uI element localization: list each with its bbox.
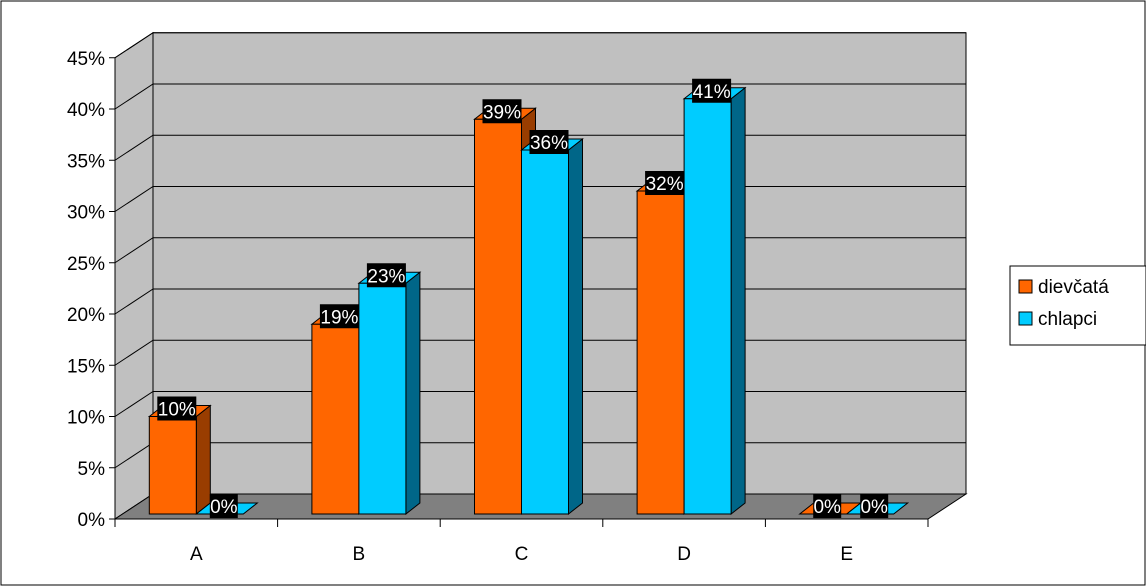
x-category-label: B [353, 544, 366, 565]
legend-label: dievčatá [1038, 277, 1109, 298]
data-label: 0% [813, 494, 842, 518]
data-label: 41% [692, 78, 732, 103]
y-tick-label: 10% [67, 408, 105, 429]
y-tick-label: 15% [67, 356, 105, 377]
axes: 0% 5% 10% 15% 20% 25% 30% 35% 40% 45% A B C D E [67, 49, 929, 565]
svg-text:0%: 0% [813, 497, 841, 518]
data-label: 39% [482, 99, 522, 124]
svg-text:39%: 39% [483, 102, 521, 123]
y-tick-label: 20% [67, 305, 105, 326]
data-label: 32% [645, 171, 685, 195]
data-labels: 10% 0% 19% 23% 39% 36% 32% 41% 0% 0% [157, 78, 889, 518]
svg-text:36%: 36% [530, 133, 568, 154]
legend-swatch [1018, 279, 1033, 294]
legend-label: chlapci [1038, 309, 1097, 330]
data-label: 10% [157, 396, 197, 421]
bar-A-dievcata [147, 404, 212, 516]
legend: dievčatá chlapci [1009, 265, 1146, 346]
svg-text:23%: 23% [367, 266, 405, 287]
legend-box [1009, 265, 1146, 346]
x-category-label: D [677, 544, 691, 565]
bar-D-chlapci [682, 86, 747, 516]
y-tick-label: 5% [78, 459, 106, 480]
svg-text:0%: 0% [860, 497, 888, 518]
svg-text:32%: 32% [646, 174, 684, 195]
svg-text:10%: 10% [158, 400, 196, 421]
x-category-label: E [840, 544, 853, 565]
svg-text:19%: 19% [320, 307, 358, 328]
svg-text:41%: 41% [693, 82, 731, 103]
y-tick-label: 45% [67, 49, 105, 70]
x-category-label: C [515, 544, 529, 565]
data-label: 0% [209, 494, 238, 518]
data-label: 36% [529, 130, 569, 154]
x-category-label: A [190, 544, 203, 565]
data-label: 0% [860, 494, 889, 518]
y-tick-label: 0% [78, 510, 106, 531]
y-tick-label: 35% [67, 151, 105, 172]
data-label: 19% [319, 304, 359, 329]
gridline [114, 32, 966, 59]
y-tick-label: 40% [67, 100, 105, 121]
data-label: 23% [366, 263, 406, 288]
svg-text:0%: 0% [210, 497, 238, 518]
legend-swatch [1018, 311, 1033, 326]
bar-C-chlapci [520, 137, 584, 516]
y-tick-label: 30% [67, 203, 105, 224]
bar-B-chlapci [357, 271, 422, 516]
y-tick-label: 25% [67, 254, 105, 275]
